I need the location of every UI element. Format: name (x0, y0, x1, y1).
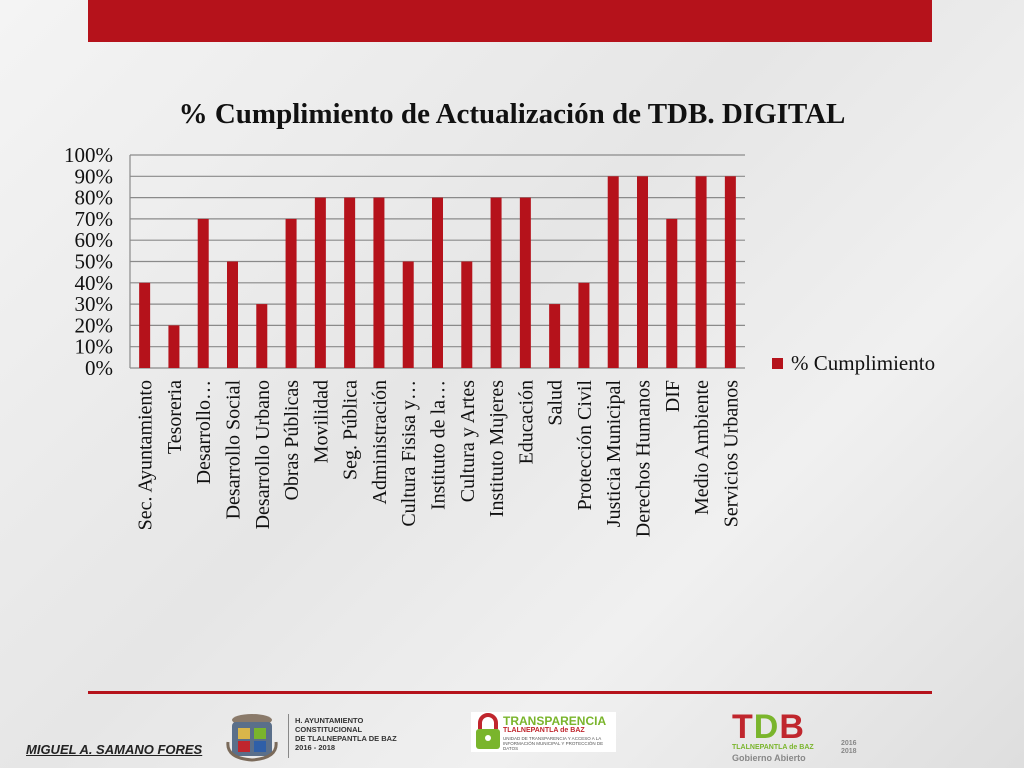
bar (724, 176, 736, 368)
tdb-letter: T (732, 708, 754, 746)
bar (490, 197, 502, 368)
tdb-letter: B (779, 708, 805, 746)
x-tick-label: Administración (369, 380, 391, 504)
y-tick-label: 10% (75, 335, 114, 359)
bar (314, 197, 326, 368)
x-tick-label: Educación (515, 380, 537, 464)
bar (197, 218, 209, 368)
x-tick-label: Tesoreria (164, 380, 186, 454)
bar (519, 197, 531, 368)
x-tick-label: Derechos Humanos (633, 380, 655, 537)
footer-rule (88, 691, 932, 694)
tdb-year: 2018 (841, 748, 857, 755)
x-tick-label: Cultura Fisisa y… (398, 380, 420, 527)
bar (373, 197, 385, 368)
x-tick-label: Movilidad (310, 380, 332, 463)
x-tick-label: Salud (545, 380, 567, 426)
padlock-icon (476, 713, 500, 749)
municipal-seal-logo (226, 714, 278, 762)
tdb-letters: TDB (732, 710, 805, 744)
bar (578, 282, 590, 368)
x-tick-label: Seg. Pública (340, 380, 362, 480)
x-tick-label: Justicia Municipal (603, 380, 625, 528)
transparencia-subtitle: TLALNEPANTLA de BAZ (503, 727, 585, 734)
bar (549, 304, 561, 368)
x-tick-label: Sec. Ayuntamiento (135, 380, 157, 530)
bar (461, 261, 473, 368)
transparencia-logo: TRANSPARENCIA TLALNEPANTLA de BAZ UNIDAD… (471, 712, 616, 752)
legend-label: % Cumplimiento (791, 351, 936, 375)
ayuntamiento-line: H. AYUNTAMIENTO (295, 716, 364, 725)
y-tick-label: 40% (75, 271, 114, 295)
transparencia-caption: UNIDAD DE TRANSPARENCIA Y ACCESO A LA IN… (503, 736, 604, 751)
tdb-years: 2016 2018 (841, 740, 857, 756)
x-tick-label: Instituto Mujeres (486, 380, 508, 517)
bar (285, 218, 297, 368)
ayuntamiento-line: CONSTITUCIONAL (295, 725, 363, 734)
x-tick-label: Instituto de la… (428, 380, 450, 510)
x-tick-label: Obras Públicas (281, 380, 303, 501)
bar (607, 176, 619, 368)
bar (695, 176, 707, 368)
x-tick-label: Desarrollo Urbano (252, 380, 274, 529)
bar (402, 261, 414, 368)
tdb-logo: TDB TLALNEPANTLA de BAZ Gobierno Abierto (732, 710, 832, 764)
top-accent-bar (88, 0, 932, 42)
ayuntamiento-line: DE TLALNEPANTLA DE BAZ (295, 734, 397, 743)
transparencia-title: TRANSPARENCIA (503, 714, 607, 728)
bar (256, 304, 268, 368)
x-tick-label: Desarrollo Social (223, 380, 245, 520)
tdb-letter: D (753, 708, 780, 746)
author-name: MIGUEL A. SAMANO FORES (26, 742, 203, 757)
ayuntamiento-text: H. AYUNTAMIENTO CONSTITUCIONAL DE TLALNE… (295, 716, 425, 752)
x-tick-label: Protección Civil (574, 380, 596, 511)
bar (168, 325, 180, 368)
y-tick-label: 80% (75, 186, 114, 210)
chart-title: % Cumplimiento de Actualización de TDB. … (178, 98, 846, 130)
x-tick-label: Servicios Urbanos (720, 380, 742, 527)
ayuntamiento-line: 2016 - 2018 (295, 743, 336, 752)
chart-legend: % Cumplimiento (772, 351, 935, 376)
tdb-gobierno-abierto: Gobierno Abierto (732, 753, 806, 763)
bar (139, 282, 151, 368)
bar (637, 176, 648, 368)
y-tick-label: 50% (75, 250, 114, 274)
tdb-year: 2016 (841, 740, 857, 747)
y-tick-label: 20% (75, 313, 114, 337)
y-tick-label: 30% (75, 292, 114, 316)
x-tick-label: Medio Ambiente (691, 380, 713, 515)
y-tick-label: 90% (75, 164, 114, 188)
bar (432, 197, 443, 368)
x-tick-label: DIF (662, 380, 684, 412)
x-tick-label: Cultura y Artes (457, 380, 479, 502)
y-tick-label: 100% (64, 143, 113, 167)
y-tick-label: 60% (75, 228, 114, 252)
bar (666, 218, 678, 368)
y-tick-label: 70% (75, 207, 114, 231)
x-tick-label: Desarrollo… (193, 380, 215, 484)
bar (227, 261, 238, 368)
legend-swatch (772, 358, 783, 369)
tdb-subtitle: TLALNEPANTLA de BAZ (732, 744, 814, 751)
bar-chart: 0%10%20%30%40%50%60%70%80%90%100% Sec. Ay… (64, 143, 745, 537)
y-tick-label: 0% (85, 356, 113, 380)
bar (344, 197, 356, 368)
footer-divider (288, 714, 289, 758)
